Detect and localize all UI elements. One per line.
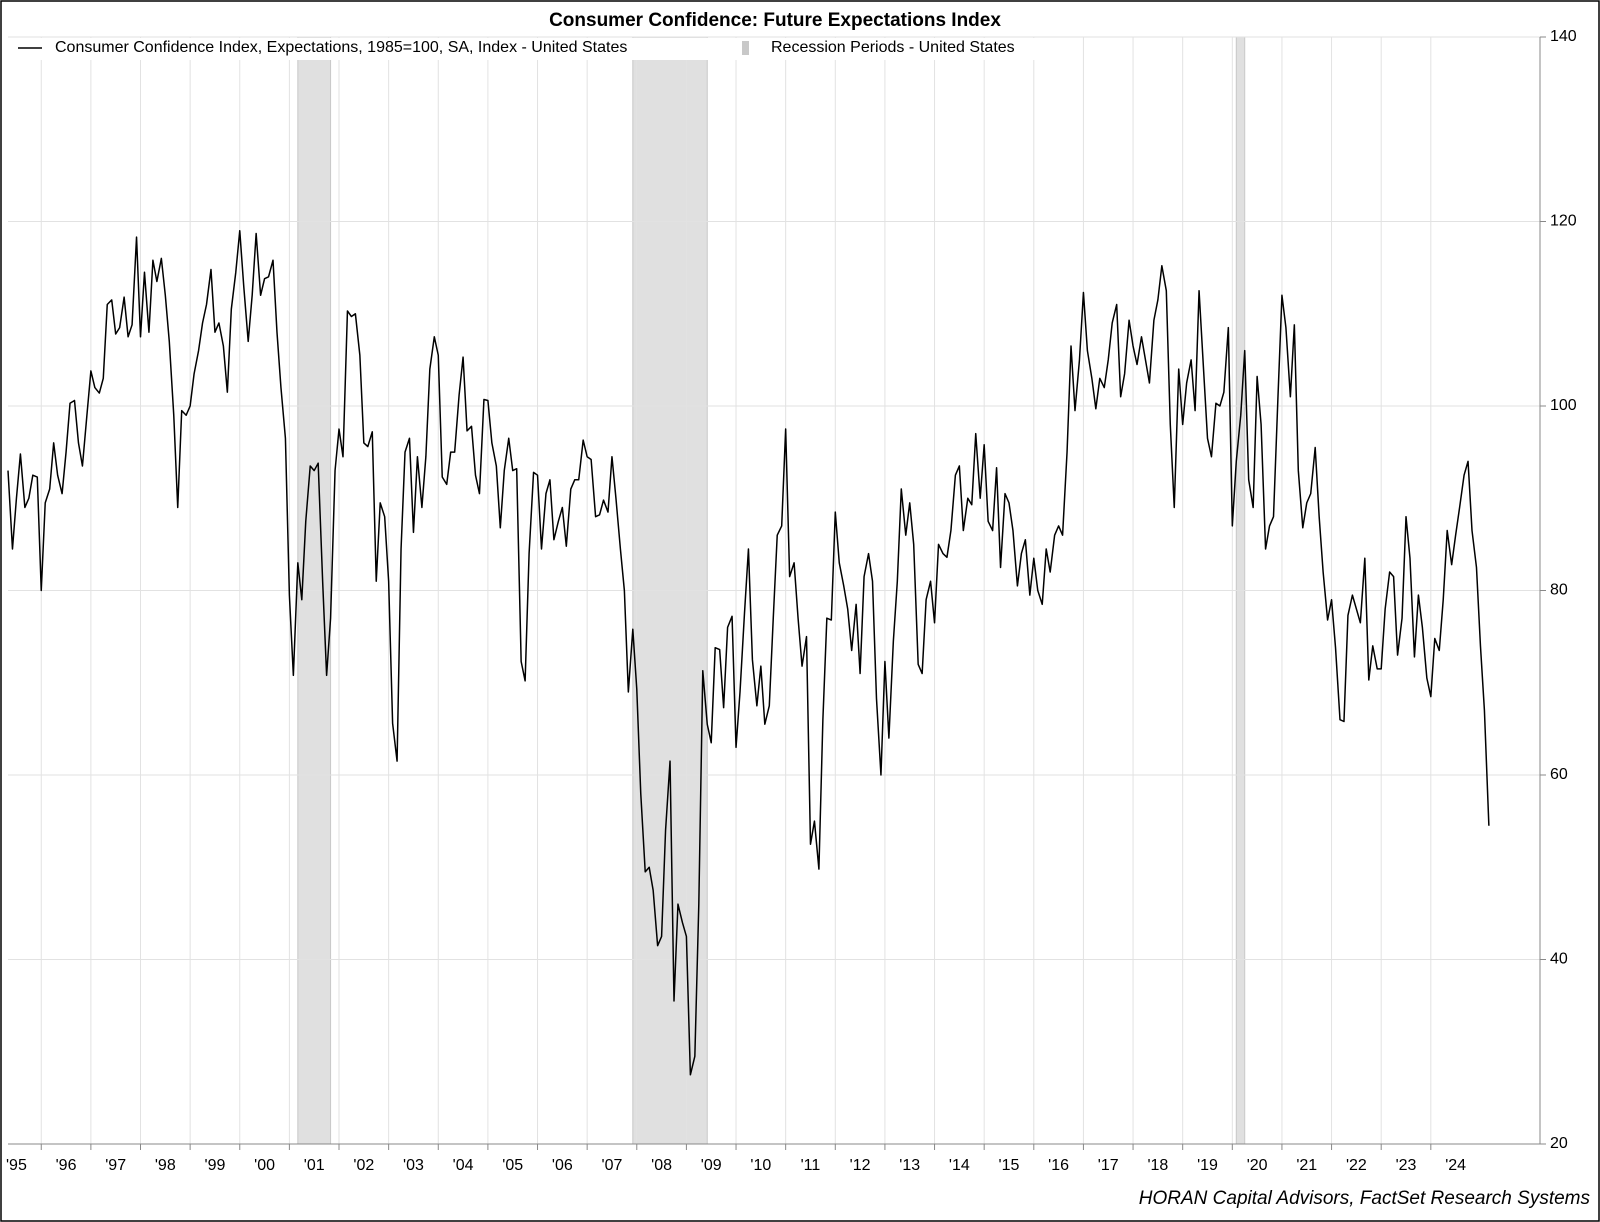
y-tick-label: 100 xyxy=(1550,397,1577,414)
x-tick-label: '02 xyxy=(353,1157,374,1174)
x-tick-label: '99 xyxy=(205,1157,226,1174)
x-tick-label: '21 xyxy=(1296,1157,1317,1174)
legend-bg xyxy=(10,38,1060,60)
chart-title: Consumer Confidence: Future Expectations… xyxy=(549,10,1001,31)
data-line xyxy=(7,229,1490,1076)
x-tick-label: '19 xyxy=(1197,1157,1218,1174)
y-tick-label: 80 xyxy=(1550,582,1568,599)
y-tick-label: 140 xyxy=(1550,28,1577,45)
y-tick-label: 120 xyxy=(1550,213,1577,230)
x-tick-label: '12 xyxy=(850,1157,871,1174)
x-tick-label: '97 xyxy=(105,1157,126,1174)
x-tick-label: '10 xyxy=(750,1157,771,1174)
x-tick-label: '16 xyxy=(1048,1157,1069,1174)
legend-symbol xyxy=(742,41,749,55)
x-tick-label: '06 xyxy=(552,1157,573,1174)
x-tick-label: '15 xyxy=(999,1157,1020,1174)
y-tick-label: 60 xyxy=(1550,766,1568,783)
x-tick-label: '01 xyxy=(304,1157,325,1174)
x-tick-label: '05 xyxy=(502,1157,523,1174)
x-tick-label: '17 xyxy=(1098,1157,1119,1174)
x-tick-label: '95 xyxy=(6,1157,27,1174)
legend-label: Consumer Confidence Index, Expectations,… xyxy=(55,39,627,56)
x-tick-label: '00 xyxy=(254,1157,275,1174)
x-tick-label: '23 xyxy=(1396,1157,1417,1174)
x-tick-label: '11 xyxy=(801,1157,821,1174)
source: HORAN Capital Advisors, FactSet Research… xyxy=(1139,1188,1591,1209)
x-tick-label: '98 xyxy=(155,1157,176,1174)
x-tick-label: '03 xyxy=(403,1157,424,1174)
x-tick-label: '09 xyxy=(701,1157,722,1174)
x-tick-label: '08 xyxy=(651,1157,672,1174)
y-tick-label: 40 xyxy=(1550,951,1568,968)
x-tick-label: '24 xyxy=(1445,1157,1466,1174)
y-tick-label: 20 xyxy=(1550,1135,1568,1152)
x-tick-label: '22 xyxy=(1346,1157,1367,1174)
x-tick-label: '13 xyxy=(899,1157,920,1174)
x-tick-label: '20 xyxy=(1247,1157,1268,1174)
x-tick-label: '14 xyxy=(949,1157,970,1174)
x-tick-label: '18 xyxy=(1147,1157,1168,1174)
legend-label: Recession Periods - United States xyxy=(771,39,1015,56)
x-tick-label: '04 xyxy=(453,1157,474,1174)
x-tick-label: '07 xyxy=(602,1157,623,1174)
x-tick-label: '96 xyxy=(56,1157,77,1174)
